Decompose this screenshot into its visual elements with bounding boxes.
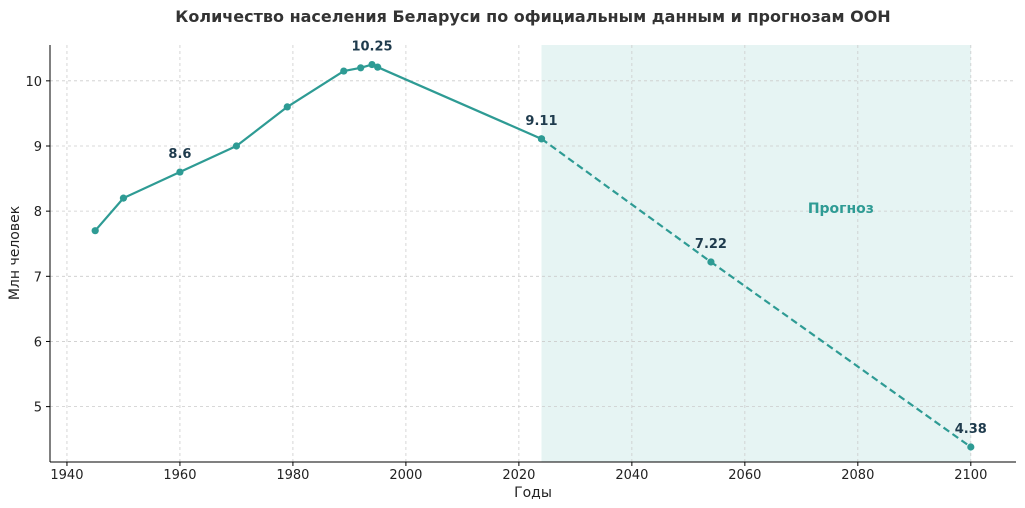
data-label: 7.22 [695,237,727,252]
grid-layer [50,45,1016,462]
y-tick-label: 9 [34,140,42,155]
chart-title: Количество населения Беларуси по официал… [175,7,890,26]
data-point [340,67,348,75]
data-label: 9.11 [525,114,557,129]
x-tick-label: 2100 [954,468,987,483]
y-axis-label: Млн человек [7,206,23,300]
data-label-layer: 8.6 10.25 9.11 7.22 4.38 [168,40,986,437]
y-tick-label: 5 [34,401,42,416]
y-tick-label: 10 [25,75,42,90]
data-point [283,103,291,111]
data-point [91,227,99,235]
data-label: 4.38 [955,422,987,437]
x-axis-label: Годы [514,485,552,501]
x-tick-label: 1940 [50,468,83,483]
x-tick-label: 2040 [615,468,648,483]
data-point [374,63,382,71]
x-tick-label: 1960 [163,468,196,483]
data-point [176,168,184,176]
x-tick-label: 2020 [502,468,535,483]
y-tick-label: 8 [34,205,42,220]
historical-series-line [94,63,542,232]
tick-layer: 1940 1960 1980 2000 2020 2040 2060 2080 2100 5 6 7 8… [25,75,987,483]
x-tick-label: 1980 [276,468,309,483]
x-tick-label: 2060 [728,468,761,483]
point-layer [91,60,975,451]
data-point [232,142,241,150]
data-point [119,194,128,202]
data-point [967,443,975,451]
forecast-band [541,45,971,462]
forecast-label: Прогноз [808,201,874,217]
data-point [357,64,365,72]
data-point [368,60,376,69]
y-tick-label: 7 [34,270,42,285]
x-tick-label: 2000 [389,468,422,483]
data-point [537,135,546,143]
axis-layer [49,45,1016,463]
data-label: 8.6 [168,147,191,162]
y-tick-label: 6 [34,335,42,350]
x-tick-label: 2080 [841,468,874,483]
data-point [707,258,715,266]
data-label: 10.25 [351,40,392,55]
forecast-band-layer [541,45,971,462]
